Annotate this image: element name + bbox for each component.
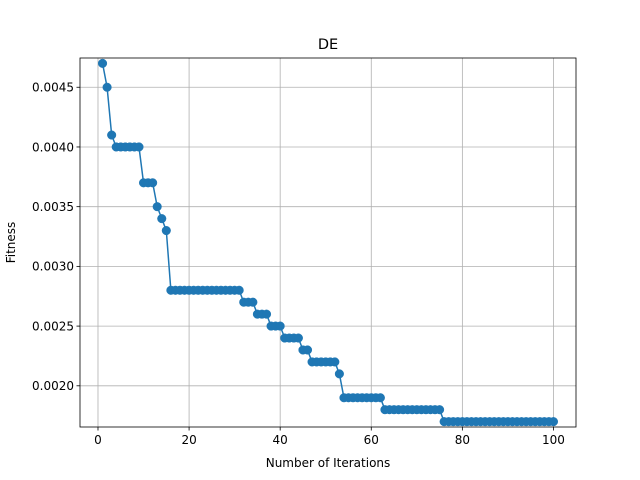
axis-ticks: 0 20 40 60 80 100 0.0020 0.0025 0.0030 0.0035 0.00… <box>32 81 565 447</box>
data-point <box>548 417 559 427</box>
y-tick-label: 0.0035 <box>32 200 74 214</box>
data-point <box>107 130 117 140</box>
y-tick-label: 0.0025 <box>32 319 74 333</box>
data-point <box>293 333 303 343</box>
chart-title: DE <box>318 37 338 53</box>
y-tick-label: 0.0030 <box>32 260 74 274</box>
y-tick-label: 0.0045 <box>32 81 74 95</box>
data-point <box>330 357 340 367</box>
data-point <box>375 393 385 403</box>
data-point <box>157 214 167 224</box>
data-point <box>102 82 112 92</box>
data-point <box>134 142 144 152</box>
data-point <box>152 202 162 212</box>
x-tick-label: 60 <box>364 433 379 447</box>
x-tick-label: 20 <box>181 433 196 447</box>
plot-area <box>80 58 576 427</box>
x-tick-label: 0 <box>94 433 102 447</box>
x-tick-label: 80 <box>455 433 470 447</box>
data-point <box>97 58 108 68</box>
y-axis-label: Fitness <box>4 222 18 264</box>
y-tick-label: 0.0020 <box>32 379 74 393</box>
data-point <box>302 345 313 355</box>
grid-lines <box>80 58 576 427</box>
data-point <box>148 178 158 188</box>
data-point <box>161 226 171 236</box>
data-point <box>435 405 445 415</box>
data-point <box>334 369 344 379</box>
y-tick-label: 0.0040 <box>32 140 74 154</box>
data-point <box>275 321 285 331</box>
data-point <box>261 309 272 319</box>
data-markers <box>97 58 559 427</box>
x-axis-label: Number of Iterations <box>266 456 391 470</box>
x-tick-label: 100 <box>542 433 565 447</box>
data-point <box>234 285 244 295</box>
x-tick-label: 40 <box>273 433 288 447</box>
plot-frame <box>79 57 577 428</box>
data-point <box>248 297 258 307</box>
